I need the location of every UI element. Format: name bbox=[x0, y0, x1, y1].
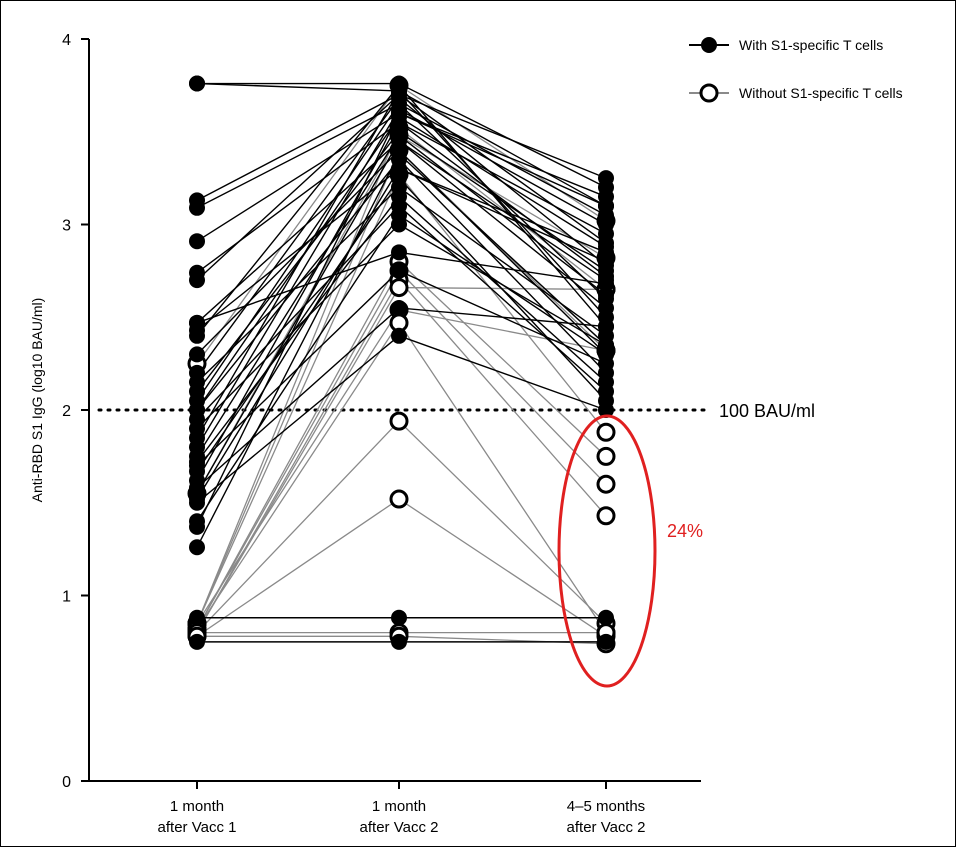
y-tick-label: 4 bbox=[62, 32, 71, 49]
series-line bbox=[197, 323, 606, 633]
legend: With S1-specific T cells Without S1-speci… bbox=[689, 37, 903, 101]
x-tick-label: 4–5 months after Vacc 2 bbox=[567, 798, 646, 836]
data-point bbox=[598, 508, 614, 524]
data-point bbox=[598, 476, 614, 492]
data-point bbox=[391, 189, 407, 205]
data-point bbox=[391, 83, 407, 99]
data-point bbox=[391, 280, 407, 296]
x-tick-label: 1 month after Vacc 1 bbox=[158, 798, 237, 836]
data-point bbox=[598, 198, 614, 214]
data-point bbox=[391, 244, 407, 260]
legend-marker-open bbox=[701, 85, 717, 101]
data-point bbox=[391, 207, 407, 223]
y-axis-title: Anti-RBD S1 IgG (log10 BAU/ml) bbox=[29, 298, 45, 503]
legend-label: Without S1-specific T cells bbox=[739, 85, 903, 101]
x-tick-label: 1 month after Vacc 2 bbox=[360, 798, 439, 836]
legend-marker-filled bbox=[701, 37, 717, 53]
data-point bbox=[189, 519, 205, 535]
data-point bbox=[189, 272, 205, 288]
percentage-annotation: 24% bbox=[667, 521, 703, 541]
data-point bbox=[598, 374, 614, 390]
data-point bbox=[598, 424, 614, 440]
data-point bbox=[391, 610, 407, 626]
data-point bbox=[391, 300, 407, 316]
y-tick-label: 1 bbox=[62, 589, 71, 606]
data-point bbox=[391, 161, 407, 177]
data-point bbox=[598, 268, 614, 284]
annotation-group: 24% bbox=[559, 416, 703, 686]
data-point bbox=[189, 634, 205, 650]
data-point bbox=[598, 217, 614, 233]
reference-line-label: 100 BAU/ml bbox=[719, 401, 815, 421]
y-tick-label: 0 bbox=[62, 774, 71, 791]
data-point bbox=[391, 263, 407, 279]
y-tick-label: 2 bbox=[62, 403, 71, 420]
data-point bbox=[391, 105, 407, 121]
data-point bbox=[598, 337, 614, 353]
data-point bbox=[598, 300, 614, 316]
data-point bbox=[189, 610, 205, 626]
data-point bbox=[598, 448, 614, 464]
data-point bbox=[598, 170, 614, 186]
data-point bbox=[598, 239, 614, 255]
data-point bbox=[189, 346, 205, 362]
data-point bbox=[391, 413, 407, 429]
data-point bbox=[598, 319, 614, 335]
data-point bbox=[598, 610, 614, 626]
y-tick-label: 3 bbox=[62, 218, 71, 235]
legend-label: With S1-specific T cells bbox=[739, 37, 883, 53]
data-point bbox=[598, 254, 614, 270]
reference-line-group: 100 BAU/ml bbox=[99, 401, 815, 421]
data-point bbox=[391, 491, 407, 507]
data-point bbox=[391, 634, 407, 650]
data-point bbox=[189, 328, 205, 344]
data-point bbox=[189, 76, 205, 92]
series-line bbox=[197, 271, 606, 466]
data-point bbox=[189, 200, 205, 216]
data-point bbox=[598, 634, 614, 650]
data-point bbox=[189, 539, 205, 555]
data-point bbox=[189, 495, 205, 511]
data-point bbox=[391, 328, 407, 344]
data-point bbox=[391, 146, 407, 162]
data-point bbox=[189, 233, 205, 249]
